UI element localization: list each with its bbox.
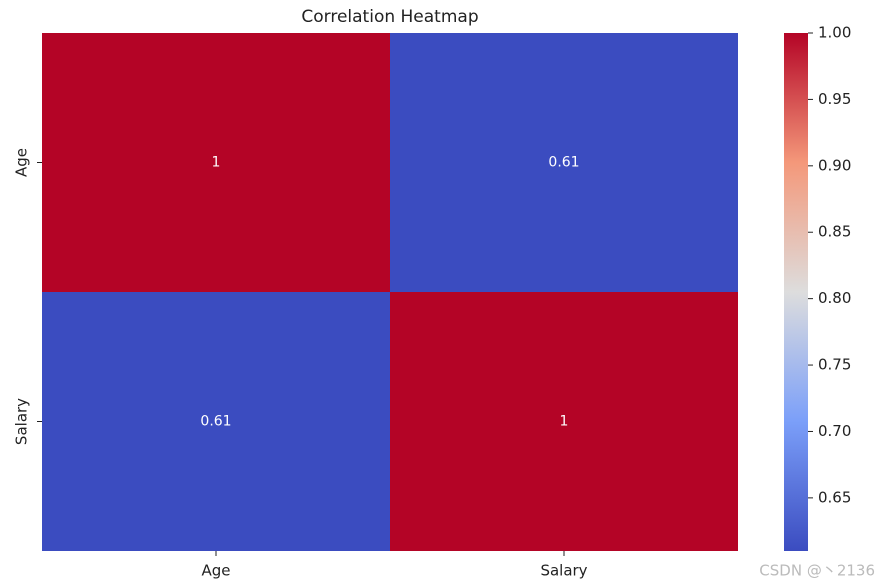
colorbar-tick-label: 0.95 — [818, 90, 851, 108]
cell-label: 0.61 — [200, 414, 231, 430]
cell-label: 0.61 — [548, 155, 579, 171]
cell-label: 1 — [212, 155, 221, 171]
y-tick-label: Salary — [13, 398, 31, 445]
colorbar-tick-label: 0.85 — [818, 223, 851, 241]
heatmap-cell — [390, 292, 738, 551]
watermark: CSDN @丶2136 — [759, 562, 875, 580]
colorbar-tick-label: 0.75 — [818, 356, 851, 374]
x-tick-label: Salary — [540, 562, 587, 580]
x-tick-label: Age — [201, 562, 230, 580]
chart-title: Correlation Heatmap — [301, 7, 478, 27]
colorbar-tick-label: 0.80 — [818, 289, 851, 307]
colorbar-tick-label: 0.65 — [818, 488, 851, 506]
colorbar-tick-label: 1.00 — [818, 24, 851, 42]
heatmap-cell — [390, 33, 738, 292]
heatmap-cell — [42, 292, 390, 551]
heatmap-cell — [42, 33, 390, 292]
colorbar-tick-label: 0.90 — [818, 156, 851, 174]
colorbar — [784, 33, 808, 551]
colorbar-tick-label: 0.70 — [818, 422, 851, 440]
cell-label: 1 — [560, 414, 569, 430]
y-tick-label: Age — [13, 148, 31, 177]
